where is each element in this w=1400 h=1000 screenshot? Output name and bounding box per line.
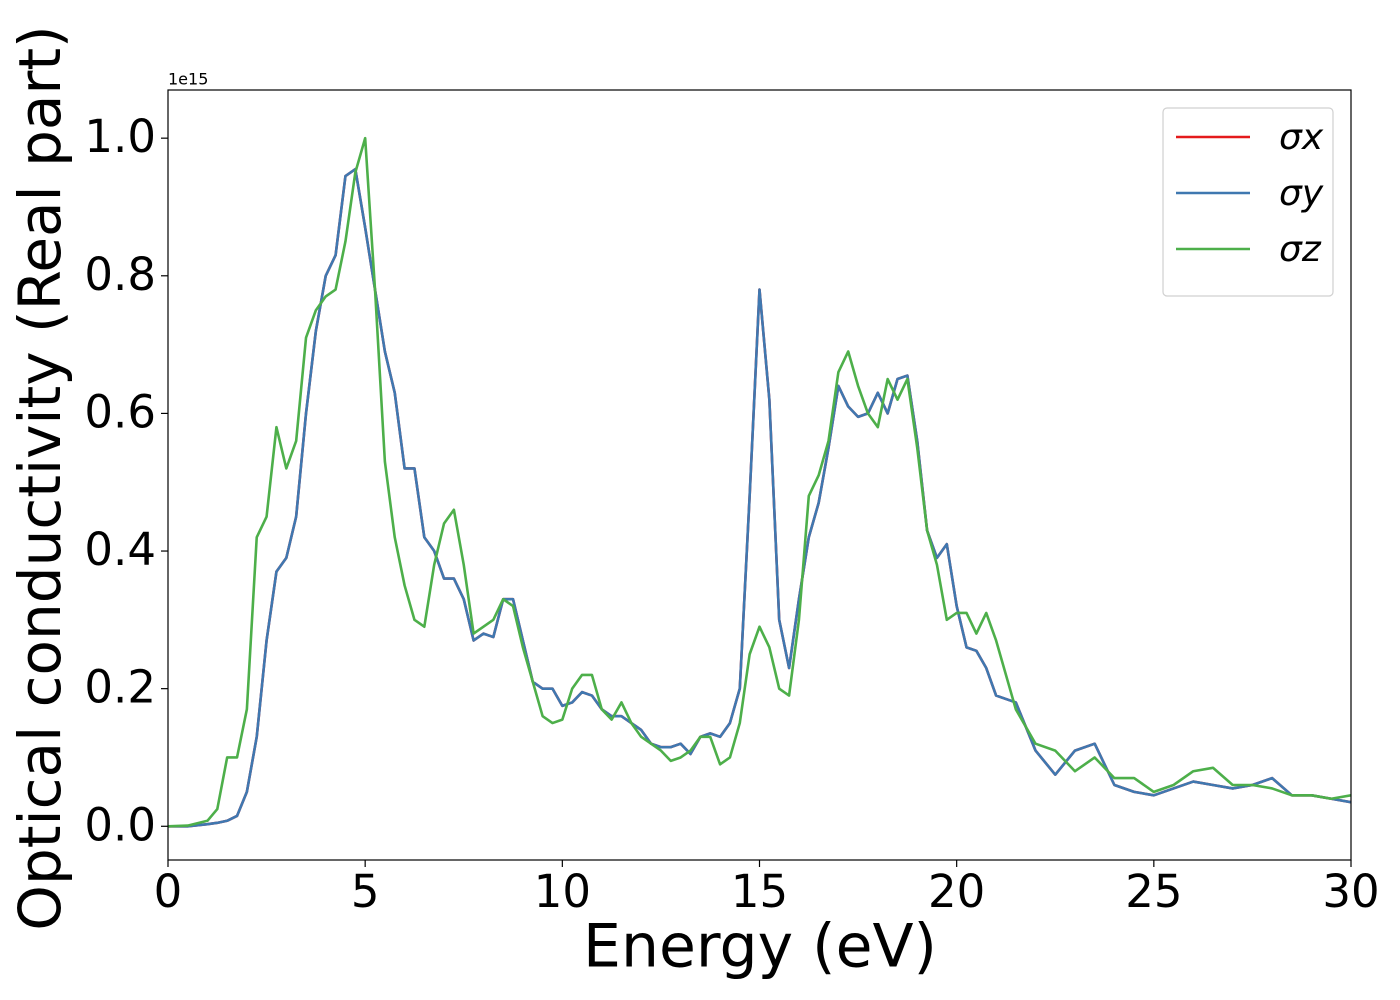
x-tick-label: 5 <box>351 865 380 918</box>
x-axis-label: Energy (eV) <box>583 912 937 982</box>
y-axis-label: Optical conductivity (Real part) <box>6 25 74 930</box>
legend-label: σz <box>1279 229 1322 270</box>
y-tick-label: 0.2 <box>84 661 156 714</box>
data-line <box>168 136 1351 828</box>
y-tick-label: 0.0 <box>84 798 156 851</box>
x-tick-label: 10 <box>534 865 591 918</box>
legend-label: σx <box>1279 117 1324 158</box>
x-tick-label: 15 <box>731 865 788 918</box>
y-offset-label: 1e15 <box>168 70 208 89</box>
x-tick-label: 30 <box>1322 865 1379 918</box>
legend-label: σy <box>1279 173 1324 214</box>
y-tick-label: 0.8 <box>84 248 156 301</box>
plot-frame <box>167 89 1352 861</box>
x-tick-label: 20 <box>928 865 985 918</box>
y-tick-label: 0.6 <box>84 385 156 438</box>
y-tick-label: 1.0 <box>84 110 156 163</box>
x-tick-label: 0 <box>154 865 183 918</box>
y-tick-label: 0.4 <box>84 523 156 576</box>
x-tick-label: 25 <box>1125 865 1182 918</box>
